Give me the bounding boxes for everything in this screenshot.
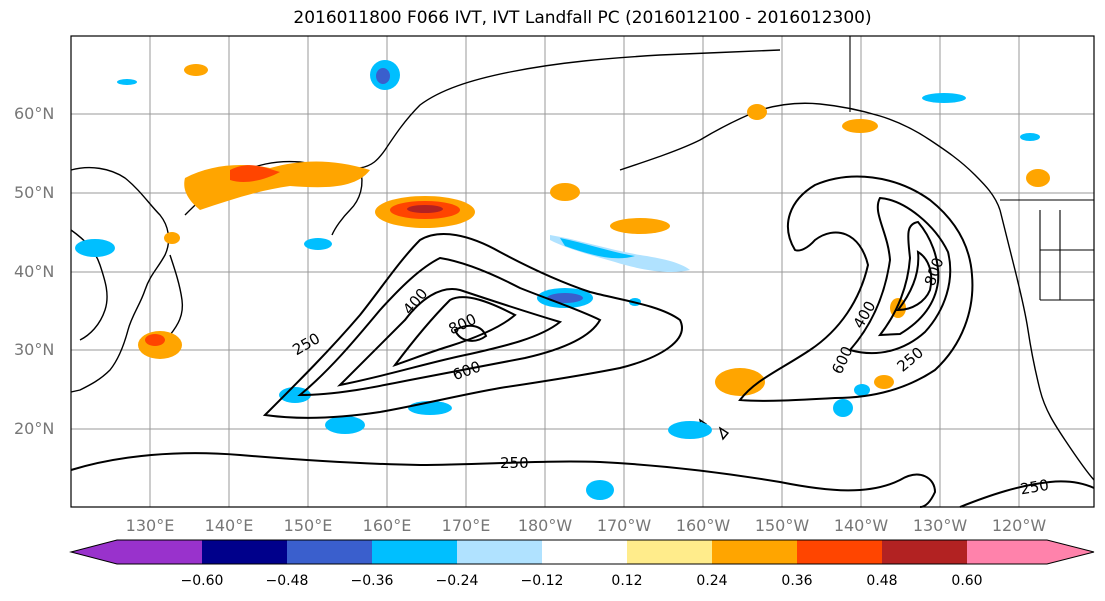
- contour-label: 250: [1019, 476, 1050, 499]
- political-borders: [849, 36, 1094, 301]
- contour-400-west: [297, 256, 602, 397]
- pc-patch: [230, 165, 280, 183]
- pc-patch: [75, 239, 115, 257]
- colorbar-segment: [287, 540, 372, 564]
- border-states: [1039, 210, 1094, 301]
- pc-patch: [164, 232, 180, 244]
- lon-label: 120°W: [991, 516, 1047, 535]
- ivt-pc-negative-patches: [75, 60, 1040, 500]
- colorbar-segment: [712, 540, 797, 564]
- colorbar-segment: [117, 540, 202, 564]
- map-title: 2016011800 F066 IVT, IVT Landfall PC (20…: [293, 8, 872, 28]
- lon-label: 140°E: [204, 516, 254, 535]
- pc-patch: [874, 375, 894, 389]
- contour-250-south: [70, 452, 937, 508]
- lon-label: 180°W: [517, 516, 573, 535]
- contour-800-east: [895, 250, 933, 312]
- coast-alaska: [619, 102, 1001, 211]
- contour-600-west: [336, 288, 563, 387]
- colorbar-tick-label: 0.24: [696, 573, 728, 589]
- pc-patch: [747, 104, 767, 120]
- lon-label: 160°E: [362, 516, 412, 535]
- pc-patch: [922, 93, 966, 103]
- pc-patch: [407, 205, 443, 213]
- colorbar-outline: [69, 539, 1095, 565]
- plot-frame: [70, 35, 1095, 508]
- pc-patch: [547, 293, 583, 303]
- contour-250-southeast: [959, 480, 1095, 508]
- lat-label: 20°N: [14, 419, 55, 438]
- pc-patch: [560, 238, 635, 259]
- colorbar-segment: [797, 540, 882, 564]
- pc-patch: [610, 218, 670, 234]
- contour-800-west: [392, 296, 517, 367]
- pc-patch: [376, 68, 390, 84]
- contour-600-east: [877, 220, 940, 337]
- lat-label: 30°N: [14, 340, 55, 359]
- pc-patch: [842, 119, 878, 133]
- contour-250-west: [262, 233, 683, 419]
- colorbar-tick-label: −0.48: [265, 573, 309, 589]
- lon-label: 150°W: [754, 516, 810, 535]
- colorbar-segment: [202, 540, 287, 564]
- colorbar-segment: [882, 540, 967, 564]
- colorbar-segment: [967, 540, 1047, 564]
- contour-250-east: [738, 175, 974, 402]
- pc-patch: [304, 238, 332, 250]
- pc-patch: [145, 334, 165, 346]
- pc-patch: [833, 399, 853, 417]
- colorbar-tick-label: −0.12: [520, 573, 564, 589]
- pc-patch: [1026, 169, 1050, 187]
- colorbar-tick-label: 0.12: [611, 573, 643, 589]
- colorbar-segment: [542, 540, 627, 564]
- contour-400-east: [848, 196, 952, 355]
- lat-label: 40°N: [14, 262, 55, 281]
- coast-asia: [70, 166, 170, 393]
- pc-patch: [1020, 133, 1040, 141]
- ivt-pc-positive-patches: [138, 64, 1050, 396]
- pc-patch: [325, 416, 365, 434]
- pc-patch: [550, 183, 580, 201]
- colorbar-extend-high: [1047, 540, 1094, 564]
- lon-label: 130°W: [912, 516, 968, 535]
- colorbar-tick-label: 0.36: [781, 573, 813, 589]
- colorbar-segment: [372, 540, 457, 564]
- colorbar: [69, 539, 1095, 565]
- pc-patch: [715, 368, 765, 396]
- lon-label: 170°E: [441, 516, 491, 535]
- colorbar-extend-low: [71, 540, 117, 564]
- lon-label: 150°E: [283, 516, 333, 535]
- lon-label: 160°W: [675, 516, 731, 535]
- colorbar-tick-label: −0.60: [180, 573, 224, 589]
- colorbar-tick-label: −0.36: [350, 573, 394, 589]
- coast-kamchatka: [331, 167, 363, 236]
- lat-label: 60°N: [14, 104, 55, 123]
- colorbar-tick-label: −0.24: [435, 573, 479, 589]
- pc-patch: [184, 64, 208, 76]
- colorbar-segment: [627, 540, 712, 564]
- coast-north-america: [999, 209, 1095, 481]
- pc-patch: [279, 387, 311, 403]
- pc-patch: [117, 79, 137, 85]
- lon-label: 140°W: [833, 516, 889, 535]
- pc-patch: [854, 384, 870, 396]
- colorbar-tick-label: 0.48: [866, 573, 898, 589]
- contour-label: 250: [500, 454, 529, 472]
- lon-label: 170°W: [596, 516, 652, 535]
- contour-1000-west: [453, 324, 488, 342]
- lat-label: 50°N: [14, 183, 55, 202]
- ivt-contours: [70, 175, 1095, 508]
- colorbar-tick-label: 0.60: [951, 573, 983, 589]
- lon-label: 130°E: [125, 516, 175, 535]
- colorbar-segment: [457, 540, 542, 564]
- pc-patch: [586, 480, 614, 500]
- pc-patch: [668, 421, 712, 439]
